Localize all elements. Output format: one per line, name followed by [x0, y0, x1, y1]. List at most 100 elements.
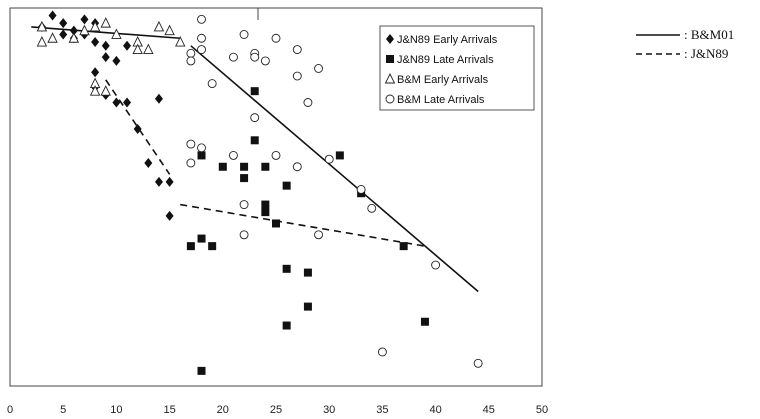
x-tick-label: 40 — [429, 404, 441, 416]
data-point — [228, 150, 238, 160]
data-point — [68, 32, 80, 43]
plot-frame — [9, 7, 543, 387]
data-point — [239, 30, 249, 39]
data-point — [143, 43, 154, 55]
data-point — [292, 45, 302, 55]
data-point — [89, 85, 101, 96]
data-point — [175, 36, 186, 47]
data-point — [250, 87, 259, 96]
data-point — [218, 162, 227, 171]
data-point — [303, 268, 312, 277]
data-point — [207, 79, 217, 89]
legend-label: B&M Late Arrivals — [397, 94, 485, 106]
legend-marker — [386, 34, 394, 44]
plot-border — [9, 7, 543, 387]
data-point — [59, 18, 68, 29]
data-point — [261, 162, 270, 171]
data-point — [48, 10, 57, 21]
data-point — [240, 162, 249, 171]
data-point — [100, 85, 111, 96]
fit-line-b-m01-seg-0 — [31, 26, 181, 40]
data-point — [324, 154, 334, 164]
data-point — [250, 52, 260, 62]
legend-label: J&N89 Early Arrivals — [397, 34, 498, 46]
data-point — [123, 40, 132, 51]
data-point — [186, 242, 195, 251]
side-legend: : B&M01 : J&N89 — [636, 27, 734, 61]
data-point — [367, 203, 377, 213]
data-point — [197, 234, 206, 243]
data-point — [132, 43, 143, 55]
series-j-n89-late-arrivals — [186, 87, 429, 375]
data-point — [272, 219, 280, 228]
x-tick-label: 15 — [163, 404, 175, 416]
data-point — [197, 33, 206, 43]
data-point — [282, 181, 291, 190]
data-point — [303, 302, 312, 311]
data-point — [197, 151, 206, 160]
data-point — [208, 242, 217, 251]
data-point — [186, 48, 196, 58]
data-point — [133, 123, 142, 134]
legend: J&N89 Early Arrivals J&N89 Late Arrivals B… — [379, 25, 535, 111]
data-point — [314, 230, 324, 240]
legend-box — [379, 25, 535, 111]
data-point — [101, 52, 110, 63]
data-point — [165, 176, 174, 187]
data-point — [260, 56, 270, 66]
data-point — [111, 28, 122, 39]
legend-label: J&N89 Late Arrivals — [397, 54, 494, 66]
data-points — [36, 10, 483, 375]
data-point — [473, 358, 483, 368]
fit-line-b-m01-seg-1 — [190, 45, 479, 293]
data-point — [261, 208, 270, 217]
side-legend-label: : J&N89 — [684, 46, 728, 61]
legend-marker — [384, 72, 396, 84]
data-point — [80, 14, 89, 25]
data-point — [79, 24, 90, 36]
data-point — [100, 17, 111, 28]
data-point — [153, 20, 165, 32]
x-tick-label: 10 — [110, 404, 122, 416]
legend-marker — [385, 94, 395, 104]
data-point — [303, 98, 313, 107]
data-point — [420, 317, 429, 326]
data-point — [399, 242, 408, 251]
data-point — [197, 366, 206, 375]
data-point — [197, 14, 206, 24]
data-point — [314, 64, 324, 73]
data-point — [292, 162, 302, 172]
data-point — [164, 24, 175, 36]
data-point — [154, 176, 163, 187]
x-tick-label: 25 — [270, 404, 282, 416]
data-point — [101, 40, 110, 51]
data-point — [271, 33, 281, 43]
x-axis-tick-labels: 0 5 10 15 20 25 30 35 40 45 50 — [7, 404, 548, 416]
data-point — [282, 321, 291, 330]
data-point — [144, 157, 153, 168]
data-point — [186, 139, 196, 149]
x-tick-label: 5 — [60, 404, 66, 416]
data-point — [186, 158, 196, 168]
data-point — [112, 97, 121, 108]
data-point — [165, 210, 174, 221]
side-legend-label: : B&M01 — [684, 27, 734, 42]
data-point — [69, 25, 78, 36]
data-point — [431, 260, 441, 270]
data-point — [91, 37, 100, 48]
data-point — [239, 230, 249, 240]
data-point — [239, 200, 249, 210]
data-point — [356, 184, 366, 194]
data-point — [89, 20, 101, 32]
x-tick-label: 20 — [217, 404, 229, 416]
data-point — [154, 93, 163, 104]
data-point — [292, 71, 302, 81]
x-tick-label: 45 — [483, 404, 495, 416]
data-point — [36, 36, 48, 47]
data-point — [250, 113, 260, 123]
data-point — [36, 20, 48, 32]
fit-line-j-n89-seg-1 — [180, 203, 426, 247]
data-point — [261, 200, 270, 209]
data-point — [197, 45, 206, 55]
legend-marker — [386, 55, 394, 63]
